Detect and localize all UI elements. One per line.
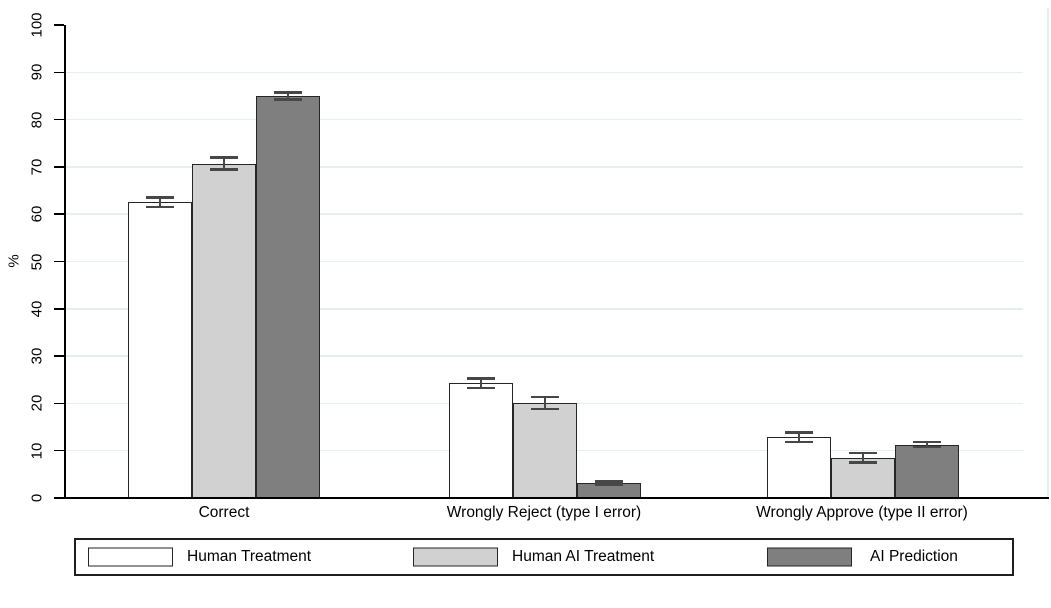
y-axis-line xyxy=(64,25,66,498)
y-tick-label: 60 xyxy=(28,205,46,223)
error-bar-human-ai-treatment-2-cap-top xyxy=(849,451,877,455)
x-category-label-correct: Correct xyxy=(198,504,250,521)
y-tick-label: 90 xyxy=(28,63,46,81)
y-tick xyxy=(54,71,64,74)
x-category-label-wrongly-approve: Wrongly Approve (type II error) xyxy=(756,504,968,521)
legend: Human Treatment Human AI Treatment AI Pr… xyxy=(74,538,1014,576)
error-bar-human-treatment-2-cap-bottom xyxy=(785,440,813,444)
error-bar-human-treatment-2-stem xyxy=(798,432,800,443)
error-bar-human-treatment-2-cap-top xyxy=(785,431,813,434)
y-tick xyxy=(54,402,64,405)
error-bar-ai-prediction-1-cap-top xyxy=(595,480,623,483)
error-bar-human-treatment-1-cap-top xyxy=(467,377,495,380)
bar-human-treatment-1 xyxy=(449,383,513,498)
bar-human-treatment-2 xyxy=(767,437,831,498)
error-bar-human-ai-treatment-1-stem xyxy=(544,396,546,410)
bar-human-ai-treatment-1 xyxy=(513,402,577,498)
bar-ai-prediction-2 xyxy=(895,444,959,498)
error-bar-human-treatment-0-stem xyxy=(159,197,161,208)
error-bar-human-treatment-0-cap-top xyxy=(146,196,174,199)
y-tick-label: 0 xyxy=(28,493,46,503)
y-tick-label: 70 xyxy=(28,158,46,176)
y-tick-label: 40 xyxy=(28,300,46,318)
legend-label-ai-prediction: AI Prediction xyxy=(870,548,958,565)
error-bar-ai-prediction-1-stem xyxy=(608,481,610,485)
x-category-label-wrongly-reject: Wrongly Reject (type I error) xyxy=(446,504,642,521)
y-tick xyxy=(54,497,64,499)
y-tick xyxy=(54,449,64,452)
error-bar-human-ai-treatment-2-stem xyxy=(862,453,864,463)
y-axis-title: % xyxy=(5,254,23,268)
error-bar-human-treatment-1-cap-bottom xyxy=(467,386,495,390)
error-bar-ai-prediction-0-cap-top xyxy=(274,91,302,94)
plot-right-border xyxy=(1047,8,1049,498)
plot-area: 0 10 20 30 40 50 60 70 80 90 100 xyxy=(28,8,1049,503)
y-gridline xyxy=(64,118,1023,121)
error-bar-human-ai-treatment-2-cap-bottom xyxy=(849,461,877,464)
y-tick xyxy=(54,260,64,263)
y-tick-label: 30 xyxy=(28,347,46,365)
y-tick-label: 50 xyxy=(28,253,46,270)
legend-swatch-ai-prediction xyxy=(767,547,852,567)
error-bar-human-treatment-0-cap-bottom xyxy=(146,205,174,209)
y-tick-label: 20 xyxy=(28,395,46,412)
y-tick-label: 10 xyxy=(28,442,46,460)
error-bar-ai-prediction-2-cap-bottom xyxy=(913,445,941,449)
y-gridline xyxy=(64,166,1023,168)
legend-label-human-treatment: Human Treatment xyxy=(187,548,312,565)
y-gridline xyxy=(64,213,1023,215)
y-tick xyxy=(54,166,64,168)
error-bar-ai-prediction-2-cap-top xyxy=(913,440,941,444)
y-gridline xyxy=(64,308,1023,310)
legend-swatch-human-treatment xyxy=(88,547,173,567)
legend-swatch-human-ai-treatment xyxy=(413,547,498,567)
bar-human-treatment-0 xyxy=(128,202,192,498)
bar-human-ai-treatment-2 xyxy=(831,457,895,498)
y-tick xyxy=(54,24,64,26)
y-tick xyxy=(54,355,64,357)
y-gridline xyxy=(64,71,1023,74)
y-tick-label: 80 xyxy=(28,111,46,128)
error-bar-human-ai-treatment-0-cap-top xyxy=(210,156,238,159)
x-axis-line xyxy=(64,497,1049,499)
y-tick xyxy=(54,213,64,215)
legend-label-human-ai-treatment: Human AI Treatment xyxy=(512,548,655,565)
error-bar-human-ai-treatment-1-cap-bottom xyxy=(531,407,559,411)
error-bar-ai-prediction-0-cap-bottom xyxy=(274,98,302,101)
error-bar-human-ai-treatment-1-cap-top xyxy=(531,395,559,399)
bar-ai-prediction-0 xyxy=(256,95,320,498)
error-bar-human-ai-treatment-0-cap-bottom xyxy=(210,168,238,171)
y-gridline xyxy=(64,355,1023,357)
error-bar-ai-prediction-1-cap-bottom xyxy=(595,483,623,486)
error-bar-ai-prediction-2-stem xyxy=(926,442,928,447)
error-bar-ai-prediction-0-stem xyxy=(287,92,289,100)
bar-human-ai-treatment-0 xyxy=(192,163,256,498)
y-gridline xyxy=(64,260,1023,263)
y-tick xyxy=(54,118,64,121)
y-tick xyxy=(54,308,64,310)
y-tick-label: 100 xyxy=(28,12,46,38)
error-bar-human-ai-treatment-0-stem xyxy=(223,157,225,170)
error-bar-human-treatment-1-stem xyxy=(480,378,482,388)
